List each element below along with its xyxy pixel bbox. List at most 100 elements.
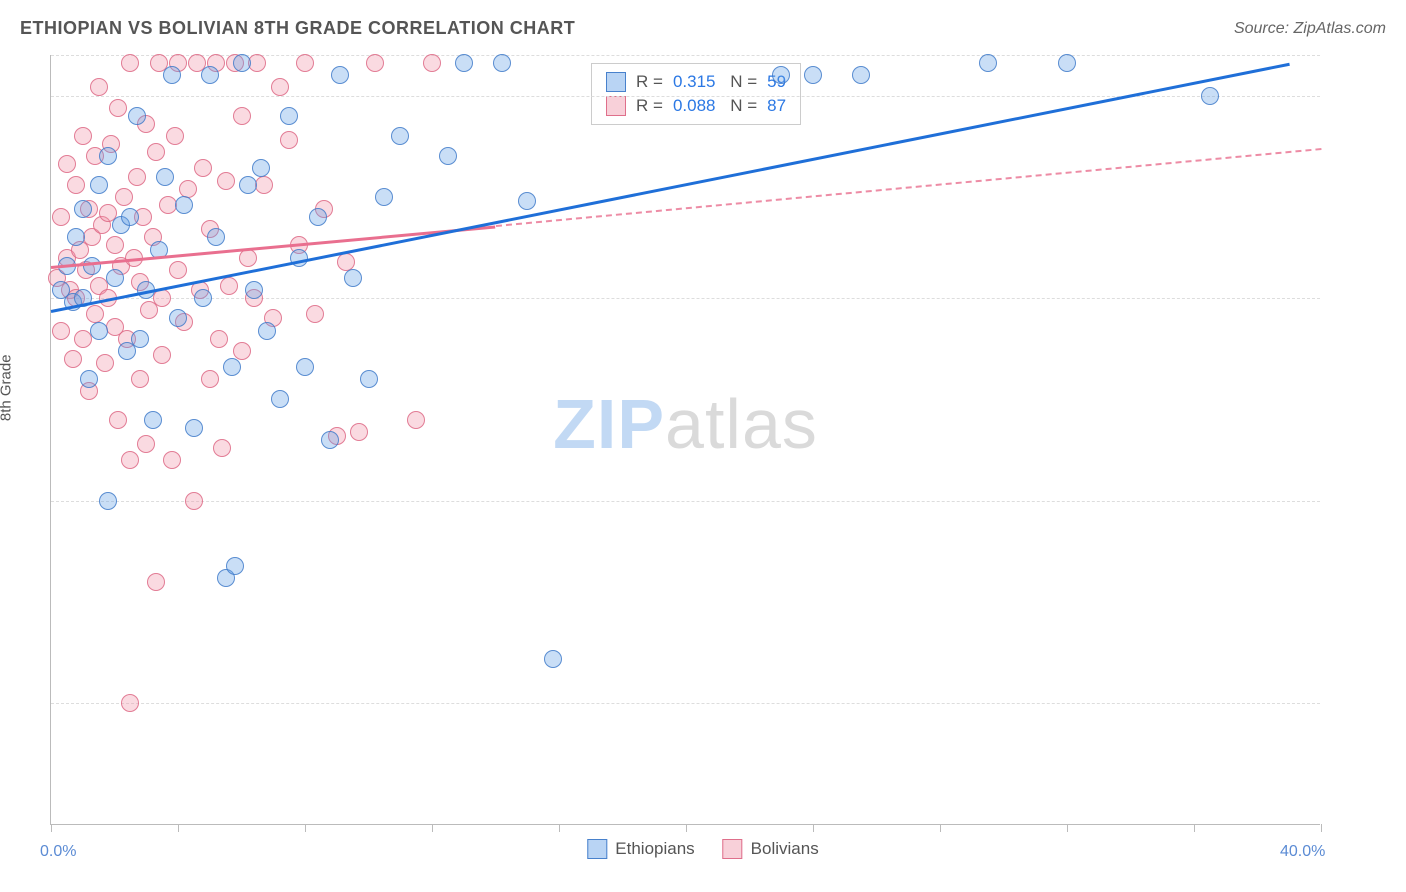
x-tick (686, 824, 687, 832)
watermark-atlas: atlas (665, 385, 818, 463)
point-ethiopians (233, 54, 251, 72)
point-ethiopians (309, 208, 327, 226)
point-ethiopians (201, 66, 219, 84)
x-tick (559, 824, 560, 832)
point-ethiopians (90, 176, 108, 194)
legend-swatch-blue (606, 72, 626, 92)
point-ethiopians (439, 147, 457, 165)
point-bolivians (166, 127, 184, 145)
point-bolivians (121, 694, 139, 712)
point-ethiopians (226, 557, 244, 575)
point-ethiopians (518, 192, 536, 210)
chart-title: ETHIOPIAN VS BOLIVIAN 8TH GRADE CORRELAT… (20, 18, 575, 39)
point-ethiopians (271, 390, 289, 408)
point-ethiopians (375, 188, 393, 206)
y-axis-label: 8th Grade (0, 354, 15, 421)
point-ethiopians (252, 159, 270, 177)
legend-r-value: 0.088 (673, 96, 716, 116)
point-bolivians (366, 54, 384, 72)
point-bolivians (423, 54, 441, 72)
legend-n-value: 87 (767, 96, 786, 116)
point-ethiopians (156, 168, 174, 186)
point-ethiopians (455, 54, 473, 72)
x-tick (813, 824, 814, 832)
point-bolivians (115, 188, 133, 206)
point-bolivians (137, 435, 155, 453)
point-bolivians (58, 155, 76, 173)
point-bolivians (255, 176, 273, 194)
legend-r-label: R = (636, 96, 663, 116)
point-bolivians (121, 54, 139, 72)
point-ethiopians (493, 54, 511, 72)
point-ethiopians (321, 431, 339, 449)
point-bolivians (185, 492, 203, 510)
point-bolivians (169, 261, 187, 279)
point-bolivians (96, 354, 114, 372)
point-ethiopians (128, 107, 146, 125)
point-bolivians (67, 176, 85, 194)
point-ethiopians (1058, 54, 1076, 72)
point-bolivians (109, 411, 127, 429)
point-ethiopians (852, 66, 870, 84)
x-tick (1067, 824, 1068, 832)
legend-n-label: N = (725, 96, 757, 116)
point-ethiopians (207, 228, 225, 246)
point-ethiopians (144, 411, 162, 429)
point-bolivians (306, 305, 324, 323)
series-legend-item: Bolivians (723, 839, 819, 859)
point-ethiopians (99, 492, 117, 510)
series-legend-label: Bolivians (751, 839, 819, 859)
x-tick (305, 824, 306, 832)
point-ethiopians (223, 358, 241, 376)
point-ethiopians (131, 330, 149, 348)
point-ethiopians (280, 107, 298, 125)
point-bolivians (121, 451, 139, 469)
point-bolivians (52, 322, 70, 340)
point-bolivians (280, 131, 298, 149)
point-ethiopians (296, 358, 314, 376)
point-ethiopians (83, 257, 101, 275)
point-ethiopians (239, 176, 257, 194)
correlation-legend: R =0.315 N =59R =0.088 N =87 (591, 63, 801, 125)
point-bolivians (74, 127, 92, 145)
series-legend-label: Ethiopians (615, 839, 694, 859)
point-ethiopians (804, 66, 822, 84)
point-bolivians (233, 342, 251, 360)
point-bolivians (194, 159, 212, 177)
point-bolivians (220, 277, 238, 295)
point-ethiopians (169, 309, 187, 327)
point-bolivians (147, 143, 165, 161)
point-bolivians (90, 78, 108, 96)
legend-swatch-blue (587, 839, 607, 859)
point-ethiopians (360, 370, 378, 388)
point-ethiopians (106, 269, 124, 287)
chart-header: ETHIOPIAN VS BOLIVIAN 8TH GRADE CORRELAT… (20, 18, 1386, 39)
point-ethiopians (772, 66, 790, 84)
x-tick (178, 824, 179, 832)
point-ethiopians (1201, 87, 1219, 105)
point-bolivians (296, 54, 314, 72)
legend-swatch-pink (723, 839, 743, 859)
x-tick-label: 0.0% (40, 843, 76, 861)
x-tick (940, 824, 941, 832)
series-legend: Ethiopians Bolivians (587, 839, 818, 859)
point-bolivians (86, 305, 104, 323)
point-ethiopians (99, 147, 117, 165)
x-tick (51, 824, 52, 832)
x-tick (432, 824, 433, 832)
point-bolivians (271, 78, 289, 96)
point-bolivians (210, 330, 228, 348)
scatter-plot: ZIPatlas R =0.315 N =59R =0.088 N =87 (50, 55, 1320, 825)
point-bolivians (213, 439, 231, 457)
gridline (51, 298, 1320, 299)
chart-source: Source: ZipAtlas.com (1234, 20, 1386, 38)
point-ethiopians (245, 281, 263, 299)
legend-r-label: R = (636, 72, 663, 92)
point-ethiopians (74, 200, 92, 218)
watermark-zip: ZIP (553, 385, 665, 463)
point-bolivians (153, 346, 171, 364)
point-bolivians (163, 451, 181, 469)
point-ethiopians (194, 289, 212, 307)
series-legend-item: Ethiopians (587, 839, 694, 859)
point-ethiopians (185, 419, 203, 437)
